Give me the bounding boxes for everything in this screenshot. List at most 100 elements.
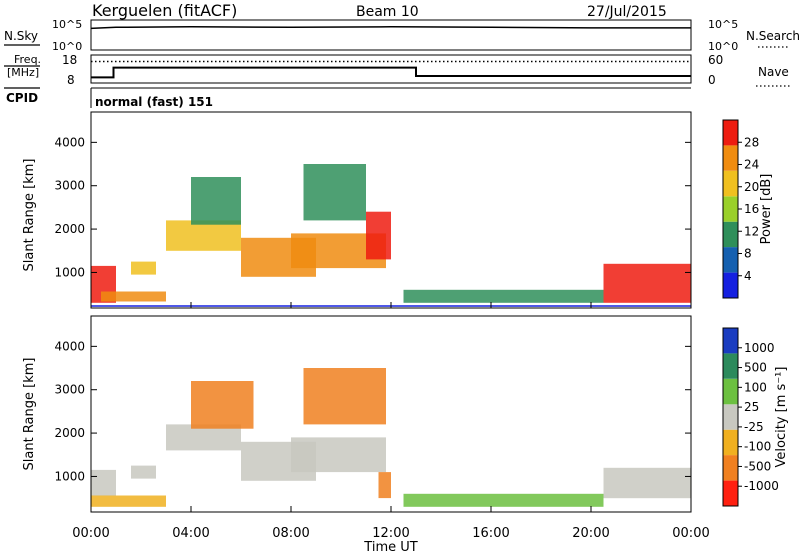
freq-series-line [91, 66, 691, 79]
velocity-colorbar-swatch-6 [723, 328, 738, 354]
velocity-colorbar-label: Velocity [m s⁻¹] [774, 367, 789, 468]
velocity-region-1 [91, 495, 166, 507]
nsky-label: N.Sky [4, 29, 38, 43]
time-tick-label-2: 08:00 [272, 526, 309, 541]
freq-label-2: [MHz] [7, 66, 39, 79]
freq-panel [90, 54, 692, 84]
power-heatmap [91, 164, 691, 303]
power-ylabel: Slant Range [km] [22, 159, 37, 272]
power-region-7 [303, 164, 366, 221]
power-colorbar-label-4: 20 [744, 180, 759, 194]
power-region-9 [403, 289, 604, 303]
time-tick-label-3: 12:00 [372, 526, 409, 541]
power-colorbar-swatch-1 [723, 247, 738, 273]
velocity-heatmap [91, 368, 691, 507]
time-axis-label: Time UT [363, 540, 417, 554]
velocity-region-3 [166, 424, 241, 451]
nsky-panel [90, 19, 692, 51]
nsky-series-line [90, 26, 691, 30]
cpid-text: normal (fast) 151 [95, 95, 213, 109]
power-region-4 [191, 177, 241, 225]
power-region-2 [131, 261, 156, 275]
velocity-colorbar-frame [722, 327, 739, 507]
power-colorbar-frame [722, 119, 739, 299]
power-colorbar-label: Power [dB] [759, 174, 774, 245]
cpid-label: CPID [6, 91, 38, 105]
nsearch-label: N.Search [746, 29, 800, 43]
nsearch-tick-high: 10^5 [708, 18, 738, 31]
power-colorbar-swatch-3 [723, 196, 738, 222]
velocity-ytick-label-3: 4000 [54, 339, 85, 353]
nsearch-tick-low: 10^0 [708, 40, 738, 53]
velocity-ytick-label-1: 2000 [54, 426, 85, 440]
power-region-10 [603, 263, 691, 303]
power-ytick-label-0: 1000 [54, 265, 85, 279]
power-colorbar-label-2: 12 [744, 224, 759, 238]
freq-label-1: Freq. [14, 53, 41, 66]
velocity-colorbar-label-2: -100 [744, 440, 771, 454]
velocity-colorbar-swatch-5 [723, 353, 738, 379]
velocity-colorbar-label-7: 1000 [744, 341, 775, 355]
velocity-region-0 [91, 469, 116, 496]
velocity-region-9 [403, 493, 604, 507]
freq-tick-high: 18 [62, 53, 77, 67]
power-colorbar-label-1: 8 [744, 247, 752, 261]
date-title: 27/Jul/2015 [587, 4, 667, 20]
velocity-colorbar-swatch-4 [723, 378, 738, 405]
power-colorbar: 4 8 12 16 20 24 28 [723, 120, 759, 298]
time-tick-label-6: 00:00 [672, 526, 709, 541]
velocity-y-ticks: 1000 2000 3000 4000 [54, 339, 691, 483]
power-colorbar-label-3: 16 [744, 202, 759, 216]
velocity-ylabel: Slant Range [km] [22, 358, 37, 471]
power-colorbar-swatch-6 [723, 120, 738, 146]
velocity-colorbar-label-6: 500 [744, 361, 767, 375]
power-region-8 [366, 211, 391, 260]
velocity-region-8 [378, 472, 391, 499]
velocity-colorbar: -1000 -500 -100 -25 25 100 500 1000 [723, 328, 779, 506]
velocity-region-7 [303, 368, 386, 425]
power-panel-bg [91, 112, 691, 308]
velocity-region-2 [131, 465, 156, 479]
power-colorbar-label-0: 4 [744, 269, 752, 283]
power-colorbar-label-5: 24 [744, 158, 759, 172]
velocity-colorbar-label-0: -1000 [744, 479, 779, 493]
velocity-colorbar-swatch-1 [723, 455, 738, 481]
power-colorbar-swatch-0 [723, 272, 738, 298]
nave-tick-high: 60 [708, 53, 723, 67]
nave-label: Nave [758, 65, 789, 79]
velocity-colorbar-label-4: 25 [744, 400, 759, 414]
power-colorbar-swatch-4 [723, 170, 738, 197]
power-ytick-label-2: 3000 [54, 179, 85, 193]
nsky-tick-low: 10^0 [52, 40, 82, 53]
nsky-tick-high: 10^5 [52, 18, 82, 31]
time-tick-label-4: 16:00 [472, 526, 509, 541]
nave-tick-low: 0 [708, 73, 716, 87]
power-ytick-label-3: 4000 [54, 135, 85, 149]
velocity-colorbar-swatch-2 [723, 429, 738, 456]
power-y-ticks: 1000 2000 3000 4000 [54, 135, 691, 279]
velocity-region-4 [191, 381, 254, 429]
power-region-3 [166, 220, 241, 251]
power-colorbar-swatch-5 [723, 145, 738, 171]
velocity-region-10 [603, 467, 691, 499]
time-axis: 00:00 04:00 08:00 12:00 16:00 20:00 00:00 [72, 302, 710, 541]
station-title: Kerguelen (fitACF) [92, 1, 237, 20]
velocity-region-6 [291, 437, 386, 473]
time-tick-label-0: 00:00 [72, 526, 109, 541]
power-colorbar-label-6: 28 [744, 135, 759, 149]
power-ytick-label-1: 2000 [54, 222, 85, 236]
time-tick-label-5: 20:00 [572, 526, 609, 541]
power-region-1 [101, 291, 166, 302]
velocity-colorbar-swatch-0 [723, 480, 738, 506]
velocity-colorbar-label-3: -25 [744, 420, 764, 434]
power-colorbar-swatch-2 [723, 221, 738, 248]
beam-title: Beam 10 [356, 4, 419, 20]
velocity-colorbar-swatch-3 [723, 404, 738, 430]
velocity-colorbar-label-5: 100 [744, 380, 767, 394]
time-tick-label-1: 04:00 [172, 526, 209, 541]
velocity-ytick-label-2: 3000 [54, 383, 85, 397]
freq-tick-low: 8 [67, 73, 75, 87]
velocity-ytick-label-0: 1000 [54, 469, 85, 483]
velocity-colorbar-label-1: -500 [744, 459, 771, 473]
